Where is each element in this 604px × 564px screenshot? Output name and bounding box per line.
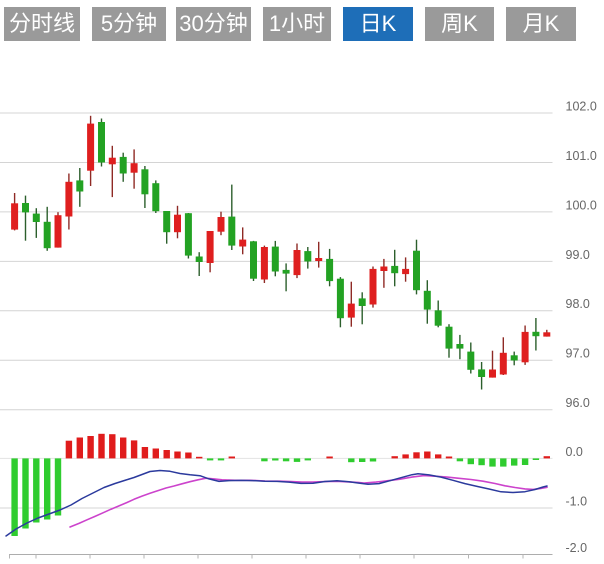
svg-text:0.0: 0.0 bbox=[566, 445, 583, 459]
svg-text:102.0: 102.0 bbox=[566, 99, 597, 113]
svg-text:-1.0: -1.0 bbox=[566, 494, 588, 508]
svg-text:96.0: 96.0 bbox=[566, 396, 590, 410]
svg-text:97.0: 97.0 bbox=[566, 347, 590, 361]
svg-text:-2.0: -2.0 bbox=[566, 541, 588, 555]
svg-text:100.0: 100.0 bbox=[566, 198, 597, 212]
svg-text:101.0: 101.0 bbox=[566, 149, 597, 163]
svg-text:98.0: 98.0 bbox=[566, 297, 590, 311]
svg-text:99.0: 99.0 bbox=[566, 248, 590, 262]
